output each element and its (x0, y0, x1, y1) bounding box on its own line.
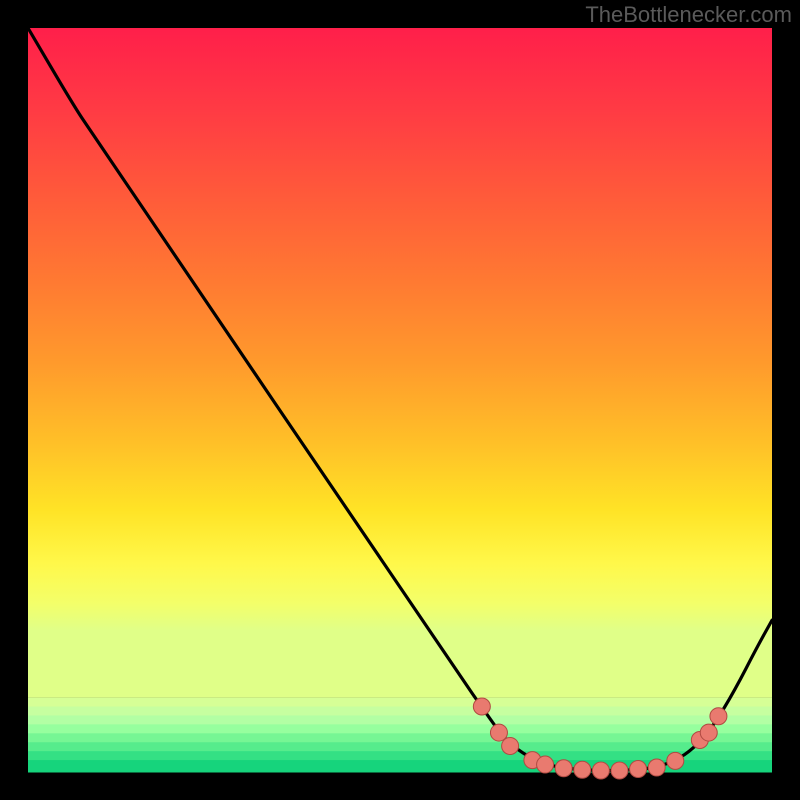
data-marker (502, 737, 519, 754)
chart-svg (0, 0, 800, 800)
color-field-band (28, 707, 772, 716)
color-field-gradient (28, 28, 772, 698)
data-marker (555, 760, 572, 777)
data-marker (667, 752, 684, 769)
data-marker (648, 759, 665, 776)
chart-stage: TheBottlenecker.com (0, 0, 800, 800)
color-field-band (28, 742, 772, 751)
color-field-band (28, 724, 772, 733)
color-field-band (28, 751, 772, 760)
data-marker (574, 761, 591, 778)
data-marker (700, 724, 717, 741)
data-marker (537, 756, 554, 773)
color-field-band (28, 715, 772, 724)
data-marker (490, 724, 507, 741)
data-marker (630, 761, 647, 778)
data-marker (611, 762, 628, 779)
data-marker (473, 698, 490, 715)
data-marker (710, 708, 727, 725)
color-field-band (28, 733, 772, 742)
color-field-band (28, 698, 772, 707)
data-marker (592, 762, 609, 779)
